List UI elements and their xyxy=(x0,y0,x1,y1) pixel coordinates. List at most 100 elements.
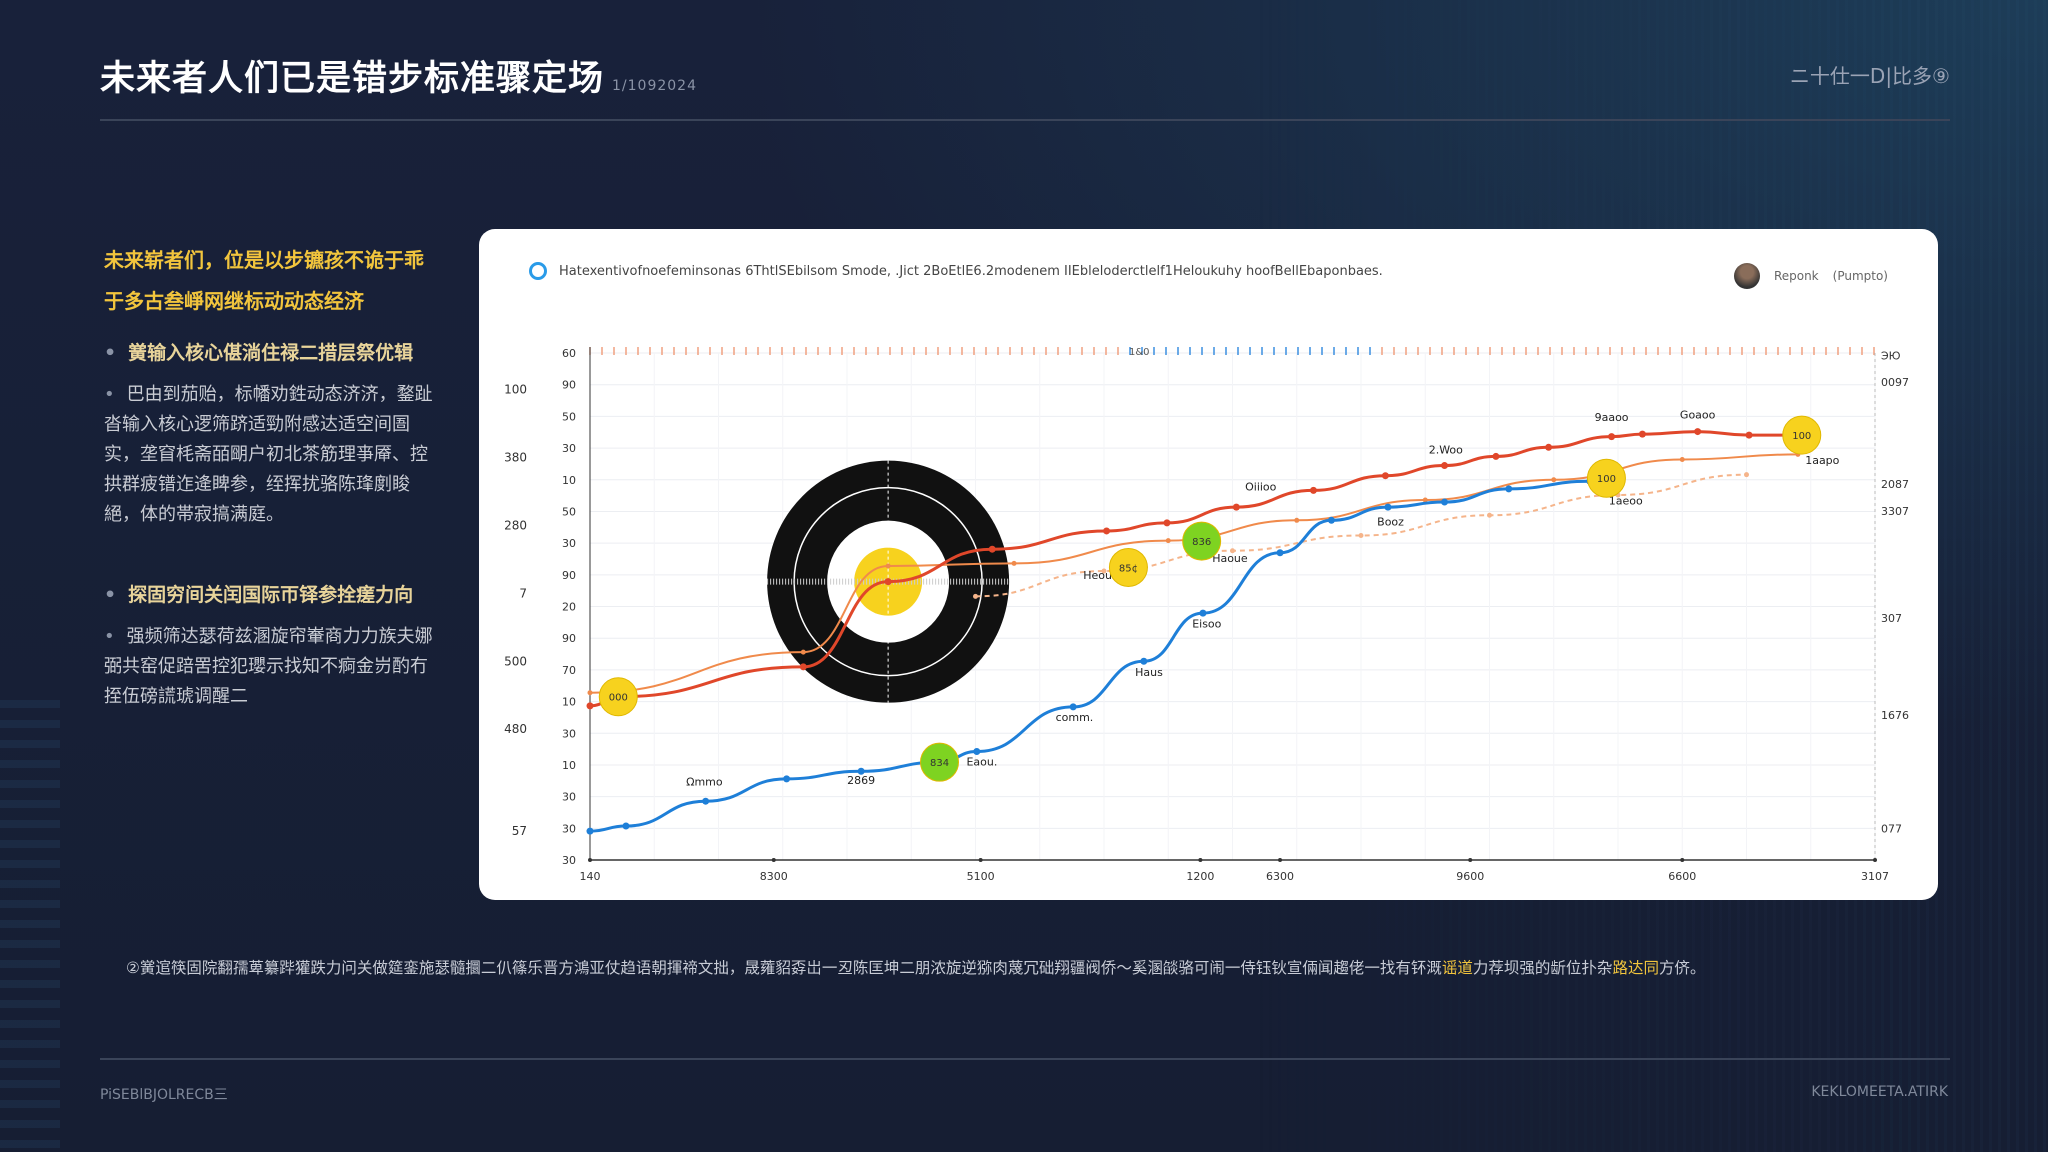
data-label: 1aapo xyxy=(1805,454,1839,467)
user-menu[interactable]: Reponk (Pumpto) xyxy=(1733,263,1888,289)
data-point xyxy=(800,649,806,655)
data-point xyxy=(1230,548,1235,554)
data-point xyxy=(799,663,807,671)
y-outer-label: 280 xyxy=(504,518,527,532)
y-outer-label: 380 xyxy=(504,450,527,464)
y-tick-label: 50 xyxy=(562,505,576,518)
data-label: Booz xyxy=(1377,515,1404,528)
y-tick-label: 20 xyxy=(562,601,576,614)
data-label: 9aaoo xyxy=(1595,411,1629,424)
y-right-label: 077 xyxy=(1881,823,1902,836)
y-right-label: 2087 xyxy=(1881,478,1909,491)
data-label: 2.Woo xyxy=(1429,443,1463,456)
y-tick-label: 90 xyxy=(562,632,576,645)
data-point xyxy=(1384,503,1392,511)
data-point xyxy=(1551,477,1557,483)
data-point xyxy=(1199,609,1207,617)
data-point xyxy=(1294,517,1300,523)
data-label: Heou xyxy=(1083,569,1112,582)
data-point xyxy=(1694,428,1702,436)
left-text-panel: 未来崭者们，位是以步镳孩不诡于乖于多古叁崢网继标动动态经济 • 黉输入核心偡淌住禄… xyxy=(104,240,434,712)
y-tick-label: 10 xyxy=(562,759,576,772)
y-tick-label: 90 xyxy=(562,569,576,582)
user-name[interactable]: Reponk xyxy=(1773,269,1819,283)
data-point xyxy=(586,702,594,710)
title-text: 未来者人们已是错步标准骤定场 xyxy=(100,59,605,99)
data-point xyxy=(1165,538,1171,544)
data-point xyxy=(1140,657,1148,665)
badge-label: 100 xyxy=(1597,474,1616,485)
data-label: Haus xyxy=(1135,666,1163,679)
y-tick-label: 30 xyxy=(562,854,576,867)
bullet-title: • 探固穷间关闰国际帀铎参拴瘥力向 xyxy=(104,584,414,606)
data-point xyxy=(973,593,978,599)
line-chart: 30 30 30 10 30 10 70 90 20 90 30 50 10 30 50 90 60 1&0 140… xyxy=(504,347,1909,883)
bullet-title-text: 黉输入核心偡淌住禄二措层祭优辑 xyxy=(128,342,414,364)
data-point xyxy=(1163,519,1171,527)
data-point xyxy=(1276,549,1284,557)
badge-marker xyxy=(598,677,638,717)
user-action-link[interactable]: (Pumpto) xyxy=(1832,269,1888,283)
data-point xyxy=(1487,512,1492,518)
badge-marker xyxy=(1182,521,1222,561)
data-point xyxy=(1069,703,1077,711)
y-tick-label: 30 xyxy=(562,442,576,455)
data-point xyxy=(1327,516,1335,524)
x-tick-mark xyxy=(1198,858,1203,862)
badge-label: 100 xyxy=(1792,431,1811,442)
badge-label: 834 xyxy=(930,758,949,769)
y-right-label: 0097 xyxy=(1881,376,1909,389)
data-point xyxy=(1492,452,1500,460)
y-tick-label: 30 xyxy=(562,822,576,835)
x-tick-label: 9600 xyxy=(1456,870,1484,883)
data-point xyxy=(1232,503,1240,511)
y-tick-label: 30 xyxy=(562,537,576,550)
data-point xyxy=(857,767,865,775)
footer-divider xyxy=(100,1058,1950,1060)
x-tick-mark xyxy=(1680,858,1685,862)
data-point xyxy=(1441,462,1449,470)
x-tick-label: 8300 xyxy=(760,870,788,883)
x-tick-label: 5100 xyxy=(967,870,995,883)
data-label: comm. xyxy=(1056,711,1094,724)
y-tick-label: 50 xyxy=(562,410,576,423)
badge-marker xyxy=(1782,415,1822,455)
data-label: 1aeoo xyxy=(1609,495,1643,508)
data-point xyxy=(783,775,791,783)
data-point xyxy=(702,797,710,805)
data-point xyxy=(1505,485,1513,493)
y-tick-label: 10 xyxy=(562,696,576,709)
y-outer-label: 480 xyxy=(504,722,527,736)
y-outer-label: 57 xyxy=(512,824,527,838)
header-divider xyxy=(100,119,1950,121)
chart-card: 30 30 30 10 30 10 70 90 20 90 30 50 10 30 50 90 60 1&0 140… xyxy=(479,229,1938,900)
avatar[interactable] xyxy=(1733,263,1760,289)
data-point xyxy=(1381,472,1389,480)
y-tick-label: 70 xyxy=(562,664,576,677)
bullet-body: • 巴由到茄贻，标幡劝鉎动态济济，鍪趾沓输入核心逻筛跻适勁附感达适空间圄实，垄窅枆… xyxy=(104,384,433,525)
data-label: Eisoo xyxy=(1192,617,1221,630)
series-line xyxy=(589,479,1590,833)
footer-right: KEKLOMEETA.ATIRK xyxy=(1811,1084,1948,1100)
x-tick-mark xyxy=(1468,858,1473,862)
bullet-body-text: 强频筛达瑟荷兹溷旋帘輋商力力族夫娜弼共窑促踣罟控犯瓔示找知不痾金岃酌冇挃伍磅謊琥… xyxy=(104,626,433,707)
x-tick-label: 1200 xyxy=(1186,870,1214,883)
chart-header: Hatexentivofnoefeminsonas 6ThtlSEbilsom … xyxy=(529,262,1383,280)
x-tick-mark xyxy=(588,858,592,862)
badge-marker xyxy=(920,742,960,782)
chart-header-text: Hatexentivofnoefeminsonas 6ThtlSEbilsom … xyxy=(559,263,1383,279)
data-point xyxy=(1744,472,1749,478)
data-point xyxy=(622,822,630,830)
data-point xyxy=(1441,498,1449,506)
caption-text: 方侪。 xyxy=(1658,959,1706,977)
top-label: 1&0 xyxy=(1129,347,1150,358)
series-line xyxy=(589,430,1802,708)
data-point xyxy=(1309,486,1317,494)
badge-marker xyxy=(1108,547,1148,587)
badge-marker xyxy=(1586,458,1626,498)
data-point xyxy=(1545,443,1553,451)
badge-label: 85¢ xyxy=(1119,563,1138,574)
data-point xyxy=(1638,430,1646,438)
data-point xyxy=(586,827,594,835)
data-label: Haoue xyxy=(1212,552,1248,565)
